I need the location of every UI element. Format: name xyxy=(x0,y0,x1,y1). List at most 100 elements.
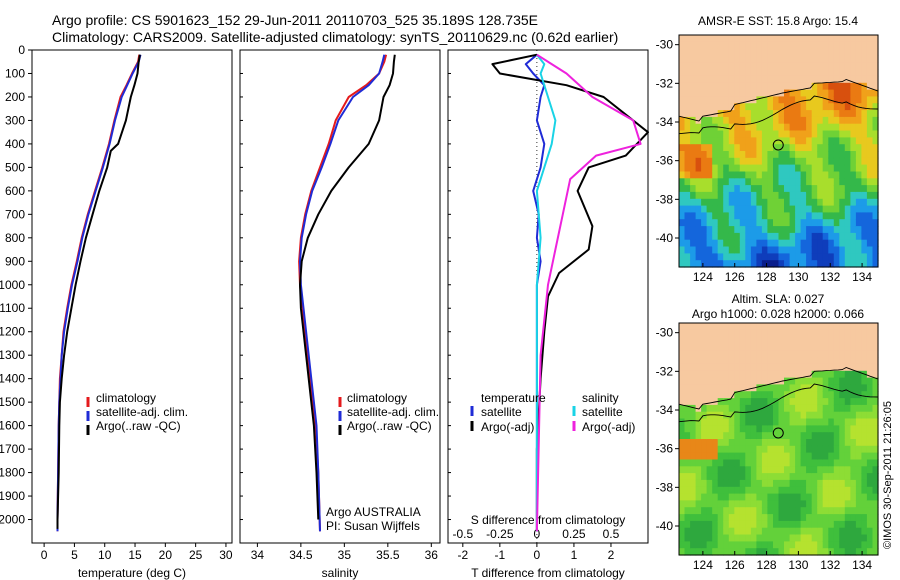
map-cell xyxy=(728,55,735,63)
map-cell xyxy=(761,432,768,440)
map-cell xyxy=(723,418,730,426)
map-cell xyxy=(701,75,708,84)
map-cell xyxy=(795,103,802,111)
map-cell xyxy=(866,178,873,186)
map-cell xyxy=(739,123,746,132)
map-cell xyxy=(855,404,862,413)
map-cell xyxy=(839,41,846,50)
map-cell xyxy=(706,69,713,77)
map-cell xyxy=(761,239,768,248)
map-cell xyxy=(795,384,802,392)
map-cell xyxy=(828,391,835,399)
map-cell xyxy=(811,439,818,447)
map-cell xyxy=(690,205,697,213)
map-cell xyxy=(712,185,719,193)
map-cell xyxy=(723,75,730,84)
map-cell xyxy=(872,357,879,365)
map-cell xyxy=(872,157,879,166)
map-cell xyxy=(861,452,868,460)
map-cell xyxy=(745,75,752,84)
map-cell xyxy=(833,377,840,385)
map-cell xyxy=(750,151,757,159)
map-cell xyxy=(684,514,691,522)
map-cell xyxy=(800,157,807,166)
map-cell xyxy=(773,514,780,522)
map-cell xyxy=(800,425,807,433)
map-cell xyxy=(745,432,752,440)
map-cell xyxy=(844,130,851,138)
map-cell xyxy=(690,232,697,241)
map-cell xyxy=(833,185,840,193)
map-cell xyxy=(866,404,873,413)
map-cell xyxy=(861,432,868,440)
map-cell xyxy=(855,137,862,145)
map-cell xyxy=(761,357,768,365)
map-cell xyxy=(761,418,768,426)
map-cell xyxy=(811,232,818,241)
map-cell xyxy=(717,493,724,501)
map-cell xyxy=(756,473,763,481)
map-cell xyxy=(728,239,735,248)
legend-title-salinity: salinity xyxy=(582,391,619,405)
s-difference-axis-label: S difference from climatology xyxy=(471,513,626,527)
map-cell xyxy=(679,514,686,522)
map-cell xyxy=(734,425,741,433)
map-cell xyxy=(806,398,813,406)
map-cell xyxy=(866,212,873,220)
map-cell xyxy=(795,541,802,549)
map-cell xyxy=(734,391,741,399)
sla-field xyxy=(678,323,879,556)
map-cell xyxy=(723,144,730,152)
map-cell xyxy=(784,493,791,501)
map-cell xyxy=(690,157,697,166)
map-cell xyxy=(872,178,879,186)
map-cell xyxy=(773,219,780,227)
map-cell xyxy=(789,514,796,522)
map-cell xyxy=(723,425,730,433)
map-cell xyxy=(866,219,873,227)
map-cell xyxy=(778,253,785,261)
depth-tick-label: 600 xyxy=(5,184,25,198)
map-cell xyxy=(745,363,752,372)
lat-tick-label: -32 xyxy=(656,364,674,378)
map-cell xyxy=(739,110,746,118)
map-cell xyxy=(817,144,824,152)
map-cell xyxy=(773,89,780,97)
map-cell xyxy=(773,548,780,556)
map-cell xyxy=(850,452,857,460)
map-cell xyxy=(844,329,851,338)
map-cell xyxy=(850,445,857,454)
map-cell xyxy=(784,520,791,529)
map-cell xyxy=(872,69,879,77)
map-cell xyxy=(839,466,846,474)
map-cell xyxy=(745,357,752,365)
map-cell xyxy=(795,486,802,495)
map-cell xyxy=(861,178,868,186)
map-cell xyxy=(750,466,757,474)
map-cell xyxy=(756,357,763,365)
map-cell xyxy=(739,541,746,549)
map-cell xyxy=(784,439,791,447)
map-cell xyxy=(822,323,829,331)
map-cell xyxy=(861,479,868,488)
map-cell xyxy=(822,425,829,433)
map-cell xyxy=(690,452,697,460)
map-cell xyxy=(811,171,818,179)
map-cell xyxy=(872,391,879,399)
map-cell xyxy=(761,96,768,104)
map-cell xyxy=(833,500,840,508)
map-cell xyxy=(828,239,835,248)
map-cell xyxy=(728,41,735,50)
map-cell xyxy=(679,246,686,254)
map-cell xyxy=(728,103,735,111)
map-cell xyxy=(806,253,813,261)
map-cell xyxy=(861,350,868,358)
map-cell xyxy=(745,411,752,420)
map-cell xyxy=(806,191,813,200)
map-cell xyxy=(734,527,741,536)
map-cell xyxy=(833,123,840,132)
map-cell xyxy=(750,89,757,97)
map-cell xyxy=(817,96,824,104)
map-cell xyxy=(767,48,774,56)
map-cell xyxy=(800,452,807,460)
